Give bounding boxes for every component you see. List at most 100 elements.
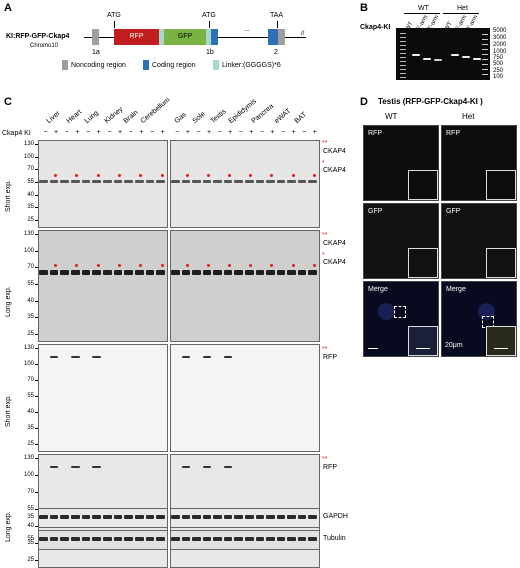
ckap4-band xyxy=(308,270,317,275)
genotype-plus: + xyxy=(118,129,123,136)
pcr-gel-image xyxy=(396,28,490,80)
blot-ckap4-short-left xyxy=(38,140,168,228)
ckap4-band xyxy=(234,180,243,183)
blot-ckap4-long-right xyxy=(170,230,320,342)
noncoding-exon-1a xyxy=(92,29,99,45)
genotype-minus: − xyxy=(238,129,243,136)
exon-1b-label: 1b xyxy=(206,49,214,56)
mw-marker-label: 35 xyxy=(27,540,34,546)
image-het-gfp: GFP xyxy=(441,203,517,279)
ckap4-band xyxy=(202,270,212,275)
red-dot-marker xyxy=(270,174,274,177)
ckap4-band xyxy=(135,270,144,275)
mw-marker-label: 35 xyxy=(27,314,34,321)
red-dot-marker xyxy=(291,174,295,177)
mw-tick xyxy=(35,156,38,158)
red-dot-marker xyxy=(270,264,274,267)
ckap4-band xyxy=(124,270,133,275)
genotype-signs: − + − + − + − + − + − + − + − + − + − + − + − + − + xyxy=(43,129,319,139)
tubulin-band xyxy=(297,537,307,541)
image-wt-rfp: RFP xyxy=(363,125,439,201)
ckap4-band xyxy=(39,270,48,275)
mw-marker-label: 40 xyxy=(27,409,34,415)
mw-marker-label: 70 xyxy=(27,264,34,271)
ckap4-band xyxy=(81,180,91,183)
western-blots xyxy=(0,140,340,568)
panel-b-letter: B xyxy=(360,2,368,14)
mw-marker-label: 55 xyxy=(27,393,34,399)
mw-marker-label: 70 xyxy=(27,489,34,495)
mw-marker-label: 130 xyxy=(23,345,34,351)
atg-1-label: ATG xyxy=(107,12,121,19)
gapdh-band xyxy=(124,515,133,519)
genotype-minus: − xyxy=(302,129,307,136)
mw-tick xyxy=(35,334,38,335)
tubulin-band xyxy=(113,537,123,541)
blot-rfp-short-left xyxy=(38,344,168,452)
ckap4-band xyxy=(113,180,123,183)
mw-tick xyxy=(35,207,38,209)
genotype-plus: + xyxy=(185,129,190,136)
blot-rfp-short-right xyxy=(170,344,320,452)
genotype-plus: + xyxy=(139,129,144,136)
red-dot-marker xyxy=(118,264,121,267)
label-tubulin: Tubulin xyxy=(323,535,346,542)
tubulin-band xyxy=(255,537,265,541)
mw-marker-label: 100 xyxy=(23,361,34,367)
genotype-plus: + xyxy=(249,129,254,136)
blot-ckap4-long-left xyxy=(38,230,168,342)
rfp-band xyxy=(181,356,191,358)
ckap4-band xyxy=(255,270,265,275)
image-wt-merge: Merge xyxy=(363,281,439,357)
mw-tick xyxy=(35,428,38,429)
ckap4-band xyxy=(81,270,91,275)
red-dot-marker xyxy=(312,174,316,177)
tubulin-band xyxy=(181,537,191,541)
genotype-plus: + xyxy=(207,129,212,136)
mw-tick xyxy=(35,492,38,493)
exp-label-1: Short exp. xyxy=(5,180,12,212)
tubulin-band xyxy=(308,537,317,541)
ckap4-band xyxy=(192,270,201,275)
tubulin-band xyxy=(71,537,80,541)
red-dot-marker xyxy=(228,264,232,267)
ckap4-band xyxy=(308,180,317,183)
col-wt-label: WT xyxy=(385,112,398,121)
ckap4-band xyxy=(266,180,275,183)
ckap4-band xyxy=(276,180,286,183)
mw-tick xyxy=(35,144,38,145)
red-dot-marker xyxy=(54,264,57,267)
construct-label: KI:RFP-GFP-Ckap4 xyxy=(6,33,70,40)
ckap4-band xyxy=(60,180,69,183)
mw-tick xyxy=(35,509,38,510)
red-dot-marker xyxy=(228,174,232,177)
mw-marker-label: 25 xyxy=(27,217,34,223)
mw-marker-label: 35 xyxy=(27,204,34,211)
panel-d-letter: D xyxy=(360,96,368,108)
mw-marker-label: 25 xyxy=(27,557,34,563)
tubulin-band xyxy=(39,537,48,541)
gapdh-band xyxy=(113,515,123,519)
mw-tick xyxy=(35,267,38,269)
red-dot-marker xyxy=(291,264,295,267)
mw-gapdh: 35 xyxy=(27,514,34,520)
rfp-band xyxy=(49,466,59,468)
legend-linker-label: Linker:(GGGGS)*6 xyxy=(222,62,281,69)
genotype-minus: − xyxy=(64,129,69,136)
label-gapdh: GAPDH xyxy=(323,513,348,520)
ckap4-band xyxy=(145,270,155,275)
exp-label-4: Long exp. xyxy=(5,511,12,542)
genotype-minus: − xyxy=(86,129,91,136)
rfp-band xyxy=(181,466,191,468)
mw-tick xyxy=(35,220,38,221)
genotype-plus: + xyxy=(160,129,165,136)
genotype-plus: + xyxy=(228,129,233,136)
legend-noncoding-label: Noncoding region xyxy=(71,62,126,69)
gapdh-band xyxy=(135,515,144,519)
label-ckap4-short: CKAP4 xyxy=(323,167,346,174)
linker-box-2 xyxy=(206,29,211,45)
genotype-plus: + xyxy=(270,129,275,136)
mw-marker-label: 25 xyxy=(27,331,34,337)
label-ckap4-upper-short: CKAP4 xyxy=(323,148,346,155)
genotype-minus: − xyxy=(150,129,155,136)
